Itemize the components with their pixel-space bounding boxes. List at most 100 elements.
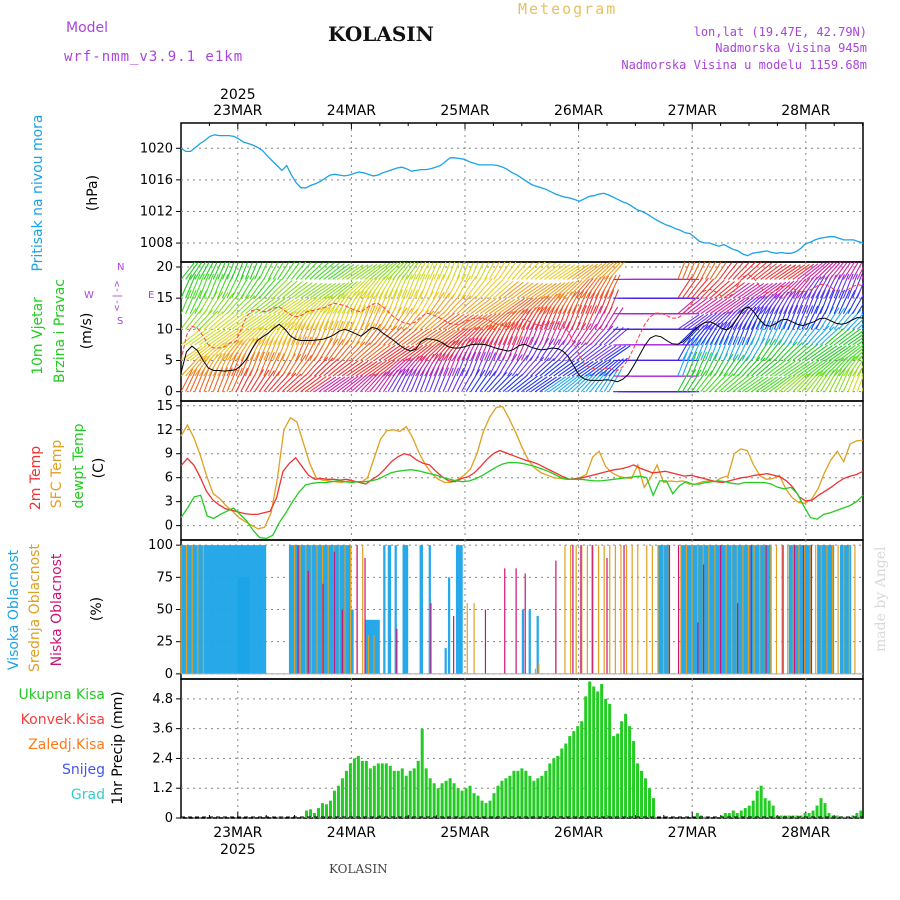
precip-bar xyxy=(317,808,320,818)
wind-barb xyxy=(479,262,490,280)
wind-barb xyxy=(829,345,852,361)
wind-barb xyxy=(760,305,772,330)
wind-barb xyxy=(272,298,295,315)
wind-barb xyxy=(603,262,622,280)
wind-barb xyxy=(686,277,704,299)
wind-barb xyxy=(189,273,201,299)
precip-bar xyxy=(400,768,404,818)
wind-barb xyxy=(290,354,307,377)
high-cloud-bar xyxy=(383,545,386,674)
wind-barb xyxy=(428,273,440,299)
wind-barb xyxy=(553,281,574,299)
cloud-ylabel-2: Srednja Oblacnost xyxy=(27,544,43,672)
y-tick-label: 9 xyxy=(165,447,173,462)
wind-barb xyxy=(221,274,234,299)
wind-barb xyxy=(470,277,488,299)
wind-barb xyxy=(295,262,313,280)
credit-text: made by Angel xyxy=(873,546,889,653)
wind-barb xyxy=(838,355,856,377)
wind-barb xyxy=(268,298,291,315)
wind-barb xyxy=(332,376,355,393)
wind-barb xyxy=(599,262,619,280)
wind-barb xyxy=(585,289,597,314)
wind-barb xyxy=(226,313,249,330)
x-bottom-label: 27MAR xyxy=(668,825,717,841)
wind-barb xyxy=(405,289,418,314)
wind-barb xyxy=(235,295,256,315)
high-cloud-bar xyxy=(455,545,463,674)
y-tick-label: 0 xyxy=(165,811,173,826)
precip-bar xyxy=(464,788,468,818)
wind-barb xyxy=(594,370,611,392)
wind-barb xyxy=(525,295,546,315)
wind-barb xyxy=(778,304,789,330)
wind-barb xyxy=(686,313,709,330)
wind-barb xyxy=(571,263,594,280)
wind-barb xyxy=(405,273,417,299)
wind-barb xyxy=(314,376,337,393)
wind-barb xyxy=(737,375,759,393)
wind-barb xyxy=(369,276,386,299)
wind-barb xyxy=(856,354,863,361)
wind-barb xyxy=(337,360,359,377)
wind-barb xyxy=(277,262,290,280)
wind-barb xyxy=(364,263,386,280)
precip-bar xyxy=(640,770,644,818)
wind-barb xyxy=(263,312,285,330)
precip-bar xyxy=(404,775,408,818)
compass-s: S xyxy=(117,316,123,327)
wind-barb xyxy=(355,263,378,280)
precip-bar xyxy=(759,785,763,818)
wind-barb xyxy=(433,262,443,280)
wind-barb xyxy=(686,262,696,280)
wind-barb xyxy=(231,274,245,299)
wind-barb xyxy=(488,352,502,377)
wind-barb xyxy=(700,279,720,299)
wind-barb xyxy=(323,263,345,280)
wind-barb xyxy=(438,274,450,299)
wind-barb xyxy=(452,314,475,330)
precip-bar xyxy=(552,758,556,818)
wind-barb xyxy=(525,320,537,346)
wind-barb xyxy=(534,262,556,280)
wind-barb xyxy=(507,282,529,299)
precip-bar xyxy=(476,795,480,818)
wind-barb xyxy=(599,275,613,299)
wind-barb xyxy=(327,305,340,330)
wind-barb xyxy=(530,320,541,346)
wind-barb xyxy=(557,304,569,330)
wind-barb xyxy=(456,326,477,346)
wind-barb xyxy=(369,289,381,314)
wind-barb xyxy=(521,282,544,299)
wind-barb xyxy=(267,336,279,361)
wind-barb xyxy=(856,266,863,280)
wind-barb xyxy=(783,342,803,361)
wind-barb xyxy=(833,289,846,314)
wind-barb xyxy=(787,278,807,299)
precip-legend-item: Zaledj.Kisa xyxy=(28,737,105,753)
y-tick-label: 6 xyxy=(165,471,173,486)
wind-barb xyxy=(525,356,545,377)
wind-barb xyxy=(497,321,512,346)
x-bottom-label: 25MAR xyxy=(440,825,489,841)
wind-barb xyxy=(350,304,362,330)
wind-barb xyxy=(737,336,750,361)
precip-bar xyxy=(743,808,747,818)
wind-barb xyxy=(847,333,863,346)
precip-bar xyxy=(488,800,492,818)
precip-bar xyxy=(859,810,863,818)
wind-barb xyxy=(378,262,399,280)
wind-barb xyxy=(327,320,339,346)
precip-bar xyxy=(520,768,524,818)
wind-barb xyxy=(240,295,261,315)
wind-barb xyxy=(323,305,336,330)
wind-barb xyxy=(576,305,587,330)
precip-bar xyxy=(516,770,520,818)
wind-barb xyxy=(258,370,275,392)
wind-barb xyxy=(580,343,602,361)
high-cloud-bar xyxy=(349,609,354,674)
wind-barb xyxy=(318,305,332,330)
wind-barb xyxy=(304,262,325,280)
wind-barb xyxy=(424,353,439,377)
wind-barb xyxy=(309,356,329,377)
